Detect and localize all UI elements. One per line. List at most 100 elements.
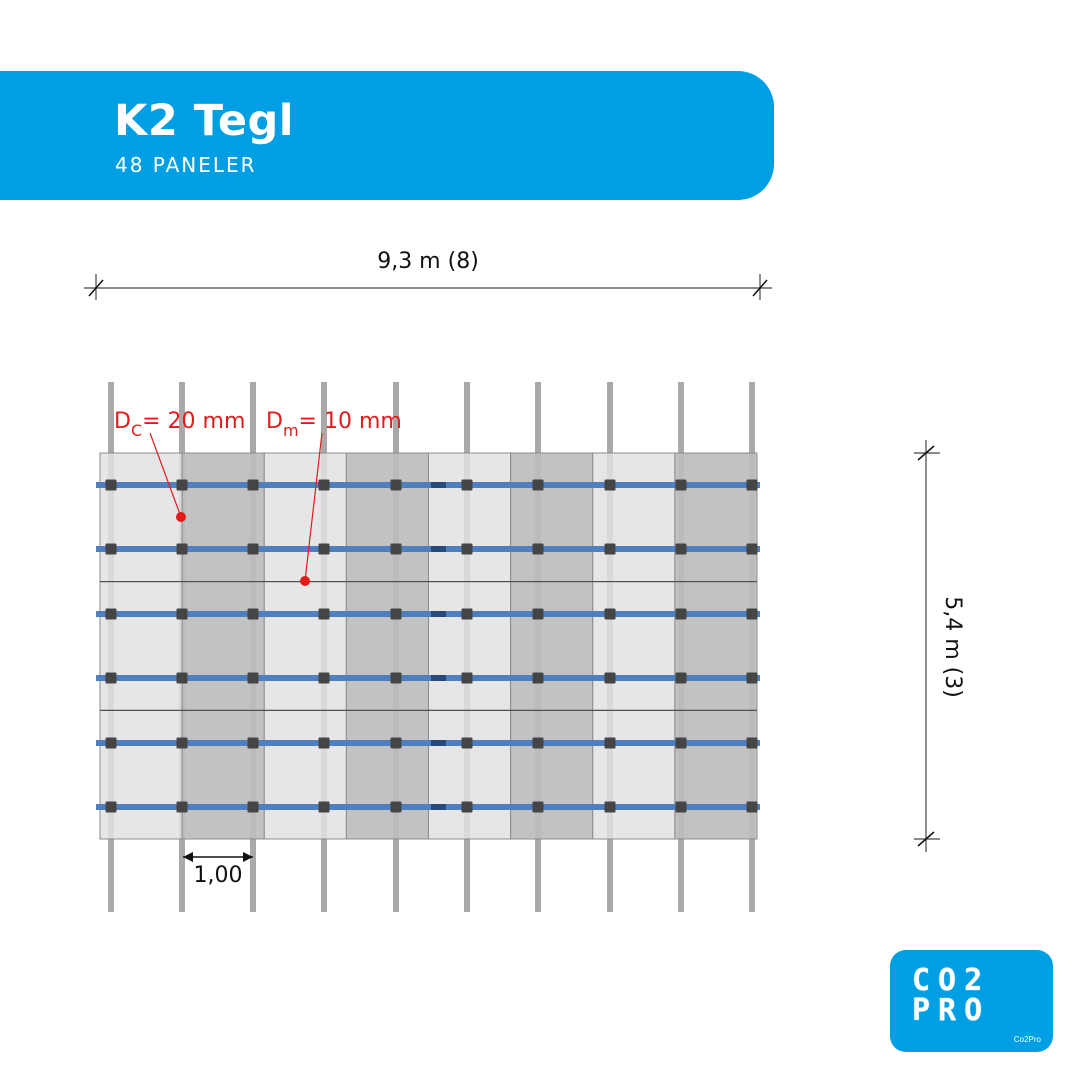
solar-panel-r2-c8 [674,581,758,711]
dm-subscript: m [283,421,299,440]
clamp-r6-p9 [675,801,687,813]
solar-panel-r3-c6 [510,709,594,840]
clamp-r4-p9 [675,672,687,684]
clamp-r1-p7 [532,479,544,491]
clamp-r3-p3 [247,608,259,620]
clamp-r6-p2 [176,801,188,813]
clamp-r5-p9 [675,737,687,749]
solar-panel-r1-c5 [428,452,512,583]
clamp-r4-p5 [390,672,402,684]
logo-line-2: PRO [912,993,991,1028]
header-banner [0,71,774,200]
clamps-layer [105,479,758,813]
solar-panel-r1-c7 [592,452,676,583]
clamp-r3-p7 [532,608,544,620]
height-dimension-label: 5,4 m (3) [940,596,965,698]
mounting-rail-5 [96,740,760,746]
clamp-r3-p9 [675,608,687,620]
solar-panel-r2-c7 [592,581,676,711]
clamp-r6-p3 [247,801,259,813]
clamp-r2-p8 [604,543,616,555]
mounting-rail-3 [96,611,760,617]
panel-count-subtitle: 48 PANELER [115,153,257,177]
clamp-r4-p6 [461,672,473,684]
clamp-r3-p8 [604,608,616,620]
clamp-r3-p1 [105,608,117,620]
clamp-r4-p4 [318,672,330,684]
co2pro-logo: CO2 PRO Co2Pro [890,950,1053,1052]
clamp-r4-p3 [247,672,259,684]
clamp-r2-p1 [105,543,117,555]
clamp-r3-p5 [390,608,402,620]
rail-splice-3 [431,611,446,617]
height-dimension: 5,4 m (3) [914,440,965,852]
clamp-r1-p2 [176,479,188,491]
dm-symbol: D [266,409,283,434]
clamp-r2-p10 [746,543,758,555]
clamp-r6-p5 [390,801,402,813]
clamp-r2-p6 [461,543,473,555]
solar-panel-r3-c8 [674,709,758,840]
rail-splice-1 [431,482,446,488]
clamp-r6-p1 [105,801,117,813]
clamp-r2-p9 [675,543,687,555]
annotation-dm: Dm= 10 mm [266,409,402,586]
svg-text:Dm= 10 mm: Dm= 10 mm [266,409,402,440]
clamp-r1-p9 [675,479,687,491]
mounting-rail-6 [96,804,760,810]
spacing-dimension: 1,00 [183,852,253,888]
mounting-rail-4 [96,675,760,681]
solar-panel-r2-c1 [99,581,183,711]
clamp-r5-p8 [604,737,616,749]
clamp-r4-p10 [746,672,758,684]
page-title: K2 Tegl [114,96,295,146]
clamp-r1-p8 [604,479,616,491]
clamp-r1-p10 [746,479,758,491]
logo-line-1: CO2 [912,963,991,998]
clamp-r2-p5 [390,543,402,555]
mounting-rail-2 [96,546,760,552]
clamp-r5-p7 [532,737,544,749]
solar-panel-r2-c2 [181,581,265,711]
solar-panel-r1-c2 [181,452,265,583]
clamp-r3-p4 [318,608,330,620]
logo-small-text: Co2Pro [1013,1035,1041,1044]
solar-panel-r2-c4 [345,581,429,711]
clamp-r6-p6 [461,801,473,813]
width-dimension: 9,3 m (8) [84,249,772,300]
spacing-dimension-label: 1,00 [194,863,243,888]
rail-splice-5 [431,740,446,746]
clamp-r5-p1 [105,737,117,749]
clamp-r6-p8 [604,801,616,813]
rail-splice-4 [431,675,446,681]
rails-layer [96,482,760,810]
clamp-r6-p7 [532,801,544,813]
solar-panel-r1-c6 [510,452,594,583]
clamp-r5-p5 [390,737,402,749]
clamp-r4-p1 [105,672,117,684]
rail-splice-2 [431,546,446,552]
solar-panel-r2-c6 [510,581,594,711]
clamp-r1-p4 [318,479,330,491]
width-dimension-label: 9,3 m (8) [377,249,479,274]
solar-panel-r2-c3 [263,581,347,711]
panels-layer [99,452,758,840]
clamp-r6-p4 [318,801,330,813]
clamp-r3-p6 [461,608,473,620]
clamp-r1-p1 [105,479,117,491]
solar-panel-r3-c3 [263,709,347,840]
clamp-r3-p10 [746,608,758,620]
svg-text:DC= 20 mm: DC= 20 mm [114,409,245,440]
mounting-rail-1 [96,482,760,488]
solar-panel-r1-c1 [99,452,183,583]
solar-panel-r3-c7 [592,709,676,840]
clamp-r4-p8 [604,672,616,684]
clamp-r5-p2 [176,737,188,749]
clamp-r2-p2 [176,543,188,555]
clamp-r4-p2 [176,672,188,684]
clamp-r3-p2 [176,608,188,620]
clamp-r5-p4 [318,737,330,749]
solar-panel-r3-c1 [99,709,183,840]
clamp-r2-p3 [247,543,259,555]
